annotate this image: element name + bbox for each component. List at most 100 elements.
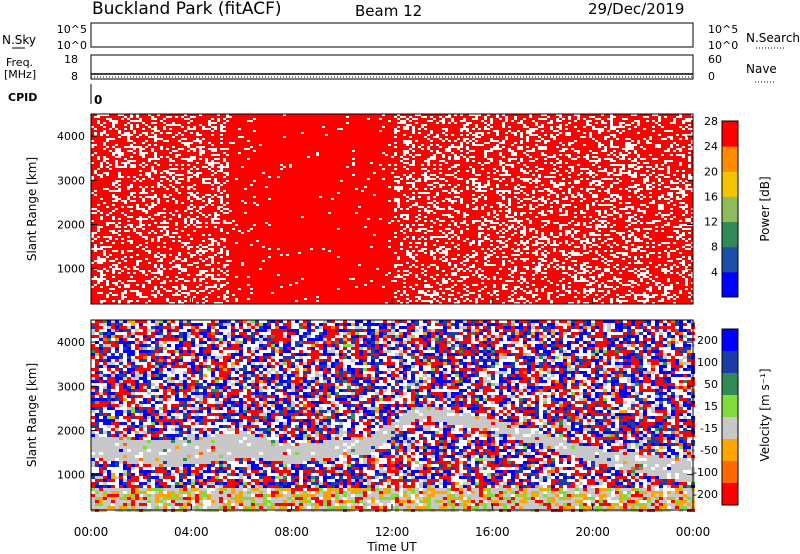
power-gap-cell: [520, 200, 523, 202]
power-gap-cell: [571, 142, 574, 144]
power-gap-cell: [538, 140, 541, 142]
power-gap-cell: [520, 122, 523, 124]
velocity-cell: [127, 470, 131, 473]
power-gap-cell: [466, 276, 469, 278]
power-gap-cell: [463, 260, 466, 262]
power-gap-cell: [118, 272, 121, 274]
power-gap-cell: [106, 236, 109, 238]
velocity-cell: [103, 377, 107, 380]
power-gap-cell: [100, 300, 103, 302]
power-gap-cell: [400, 120, 403, 122]
power-gap-cell: [436, 206, 439, 208]
power-gap-cell: [607, 292, 610, 294]
power-gap-cell: [619, 158, 622, 160]
power-gap-cell: [190, 192, 193, 194]
power-gap-cell: [409, 286, 412, 288]
power-gap-cell: [448, 216, 451, 218]
power-gap-cell: [577, 180, 580, 182]
power-gap-cell: [397, 188, 400, 190]
velocity-cell: [115, 419, 119, 422]
power-gap-cell: [463, 288, 466, 290]
nsearch-tick-bottom: 10^0: [708, 39, 738, 52]
power-gap-cell: [154, 136, 157, 138]
power-gap-cell: [130, 150, 133, 152]
power-gap-cell: [121, 294, 124, 296]
power-gap-cell: [169, 172, 172, 174]
power-gap-cell: [439, 252, 442, 254]
power-gap-cell: [172, 172, 175, 174]
velocity-cell: [119, 482, 123, 485]
power-gap-cell: [418, 278, 421, 280]
power-gap-cell: [679, 206, 682, 208]
power-gap-cell: [448, 198, 451, 200]
power-gap-cell: [190, 222, 193, 224]
power-gap-cell: [550, 206, 553, 208]
velocity-cell: [99, 452, 103, 455]
power-gap-cell: [250, 146, 253, 148]
power-gap-cell: [211, 196, 214, 198]
power-gap-cell: [151, 196, 154, 198]
velocity-cell: [95, 488, 99, 491]
power-gap-cell: [418, 214, 421, 216]
power-gap-cell: [208, 162, 211, 164]
power-gap-cell: [403, 228, 406, 230]
power-gap-cell: [463, 284, 466, 286]
power-gap-cell: [682, 214, 685, 216]
power-gap-cell: [469, 156, 472, 158]
power-gap-cell: [604, 148, 607, 150]
power-gap-cell: [679, 226, 682, 228]
velocity-cell: [111, 419, 115, 422]
power-gap-cell: [658, 188, 661, 190]
power-gap-cell: [529, 114, 532, 116]
power-gap-cell: [643, 234, 646, 236]
velocity-cell: [123, 380, 127, 383]
power-gap-cell: [400, 188, 403, 190]
power-gap-cell: [148, 136, 151, 138]
power-gap-cell: [685, 186, 688, 188]
power-gap-cell: [430, 300, 433, 302]
power-gap-cell: [328, 250, 331, 252]
power-gap-cell: [154, 296, 157, 298]
power-gap-cell: [688, 248, 691, 250]
power-gap-cell: [673, 294, 676, 296]
velocity-cell: [119, 383, 123, 386]
power-gap-cell: [433, 168, 436, 170]
power-gap-cell: [256, 240, 259, 242]
power-gap-cell: [547, 122, 550, 124]
power-gap-cell: [529, 212, 532, 214]
power-gap-cell: [559, 114, 562, 116]
power-gap-cell: [559, 242, 562, 244]
power-gap-cell: [598, 226, 601, 228]
power-gap-cell: [538, 268, 541, 270]
power-gap-cell: [130, 280, 133, 282]
power-gap-cell: [139, 154, 142, 156]
power-gap-cell: [148, 206, 151, 208]
power-gap-cell: [202, 138, 205, 140]
power-gap-cell: [193, 150, 196, 152]
power-gap-cell: [190, 220, 193, 222]
velocity-cell: [95, 440, 99, 443]
power-gap-cell: [610, 194, 613, 196]
power-gap-cell: [139, 150, 142, 152]
power-gap-cell: [148, 158, 151, 160]
power-gap-cell: [424, 252, 427, 254]
power-gap-cell: [460, 128, 463, 130]
power-gap-cell: [316, 296, 319, 298]
power-gap-cell: [643, 236, 646, 238]
power-gap-cell: [169, 254, 172, 256]
power-gap-cell: [418, 228, 421, 230]
velocity-cell: [123, 338, 127, 341]
power-gap-cell: [487, 292, 490, 294]
power-gap-cell: [568, 266, 571, 268]
power-gap-cell: [451, 268, 454, 270]
power-gap-cell: [604, 240, 607, 242]
nsky-panel: [90, 22, 694, 48]
power-gap-cell: [280, 254, 283, 256]
velocity-cell: [127, 437, 131, 440]
power-gap-cell: [502, 190, 505, 192]
power-gap-cell: [619, 196, 622, 198]
velocity-cell: [99, 458, 103, 461]
power-gap-cell: [535, 252, 538, 254]
power-gap-cell: [427, 178, 430, 180]
power-gap-cell: [649, 184, 652, 186]
